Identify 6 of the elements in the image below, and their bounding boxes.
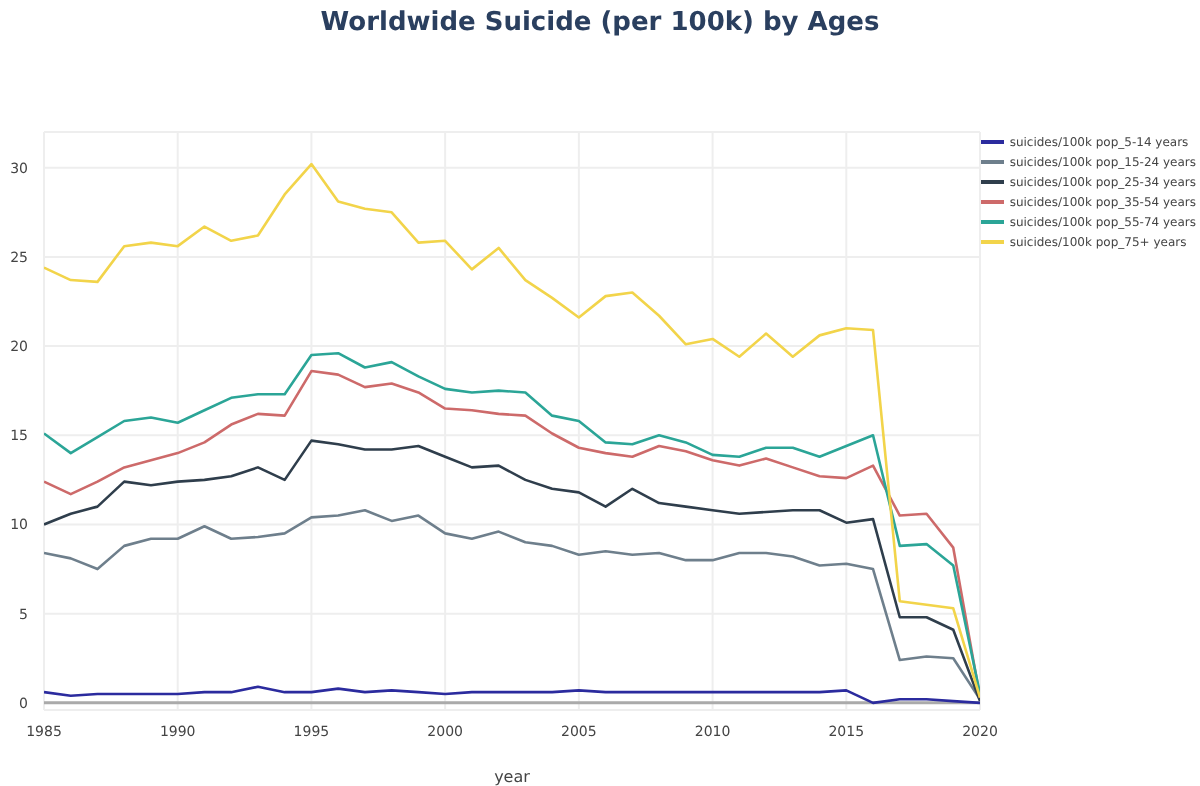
x-axis-title: year [494,768,532,786]
chart-title: Worldwide Suicide (per 100k) by Ages [318,8,882,38]
line-series [44,685,980,705]
line-series [44,162,980,699]
line-series [44,508,980,701]
line-series [44,439,980,703]
